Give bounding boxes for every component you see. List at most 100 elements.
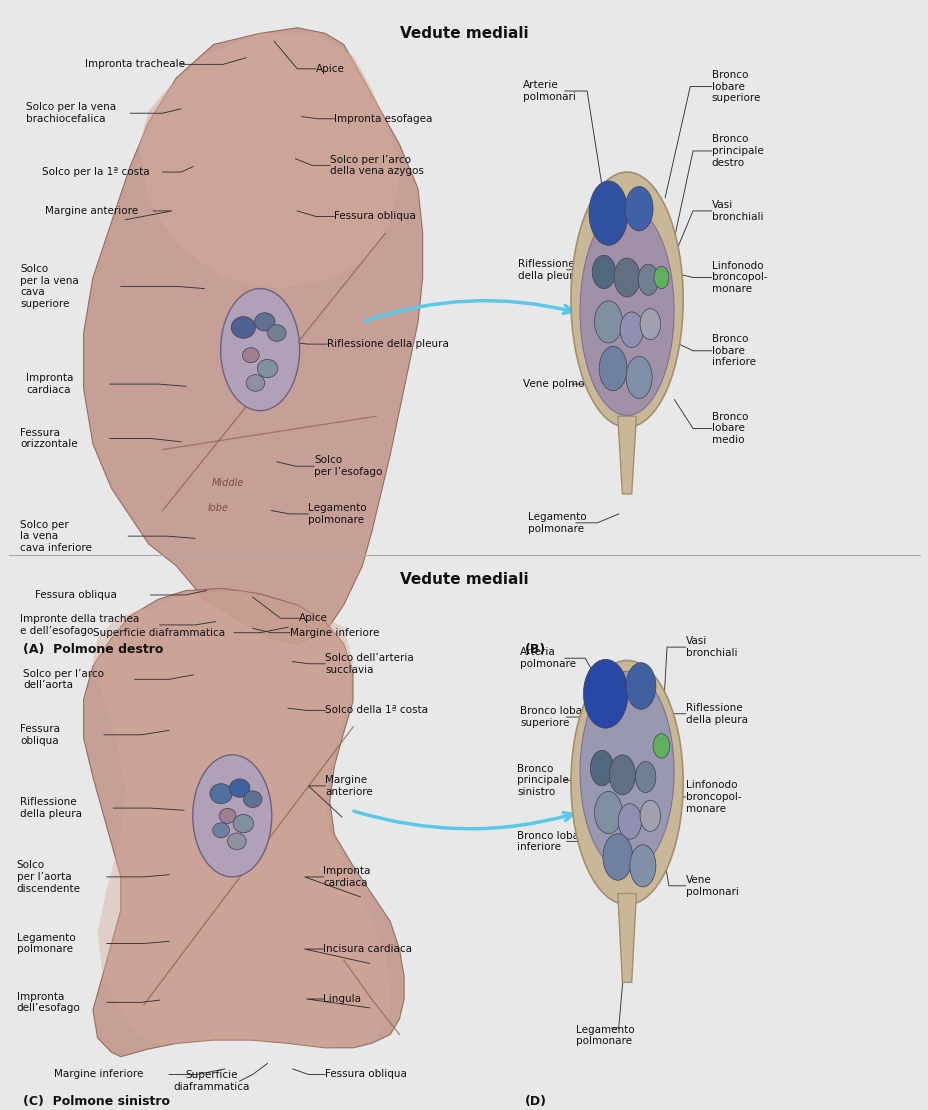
Ellipse shape — [638, 264, 658, 295]
Ellipse shape — [213, 823, 229, 838]
Text: Incisura cardiaca: Incisura cardiaca — [323, 944, 412, 955]
Text: Margine
anteriore: Margine anteriore — [325, 775, 372, 797]
Text: Riflessione
della pleura: Riflessione della pleura — [20, 797, 83, 819]
Polygon shape — [93, 591, 390, 1048]
Ellipse shape — [653, 266, 668, 289]
Text: Solco
per la vena
cava
superiore: Solco per la vena cava superiore — [20, 264, 79, 309]
Ellipse shape — [625, 186, 652, 231]
Text: Bronco lobare
superiore: Bronco lobare superiore — [520, 706, 592, 728]
Text: Apice: Apice — [299, 613, 328, 624]
Ellipse shape — [592, 255, 614, 289]
Ellipse shape — [227, 832, 246, 850]
Text: Solco
per l’aorta
discendente: Solco per l’aorta discendente — [17, 860, 81, 894]
Ellipse shape — [635, 761, 655, 793]
Polygon shape — [139, 33, 399, 289]
Ellipse shape — [192, 755, 271, 877]
Ellipse shape — [579, 672, 674, 871]
Text: Vene
polmonari: Vene polmonari — [685, 875, 738, 897]
Text: Bronco
lobare
inferiore: Bronco lobare inferiore — [711, 334, 754, 367]
Ellipse shape — [233, 815, 253, 832]
Text: Impronte della trachea
e dell’esofago: Impronte della trachea e dell’esofago — [20, 614, 139, 636]
Text: Impronta
cardiaca: Impronta cardiaca — [26, 373, 73, 395]
Text: Impronta
cardiaca: Impronta cardiaca — [323, 866, 370, 888]
Text: Vasi
bronchiali: Vasi bronchiali — [685, 636, 736, 658]
Text: Lingula: Lingula — [323, 993, 361, 1005]
Text: Legamento
polmonare: Legamento polmonare — [308, 503, 367, 525]
Text: Solco per la 1ª costa: Solco per la 1ª costa — [42, 166, 149, 178]
Text: Riflessione
della pleura: Riflessione della pleura — [518, 259, 580, 281]
Ellipse shape — [267, 324, 286, 342]
Ellipse shape — [229, 779, 250, 797]
Ellipse shape — [652, 734, 669, 758]
Text: Margine inferiore: Margine inferiore — [54, 1069, 143, 1080]
Ellipse shape — [257, 360, 277, 377]
Ellipse shape — [246, 374, 264, 392]
Text: Bronco
lobare
superiore: Bronco lobare superiore — [711, 70, 760, 103]
Text: Bronco
principale
destro: Bronco principale destro — [711, 134, 763, 168]
Text: Vedute mediali: Vedute mediali — [400, 26, 528, 41]
Text: Arteria
polmonare: Arteria polmonare — [520, 647, 575, 669]
Text: Solco
per l’esofago: Solco per l’esofago — [314, 455, 382, 477]
Text: Impronta
dell’esofago: Impronta dell’esofago — [17, 991, 81, 1013]
Text: Solco della 1ª costa: Solco della 1ª costa — [325, 705, 428, 716]
Ellipse shape — [629, 845, 655, 887]
Text: Solco dell’arteria
succlavia: Solco dell’arteria succlavia — [325, 653, 414, 675]
Text: Vene polmonari: Vene polmonari — [522, 379, 604, 390]
Text: Fessura obliqua: Fessura obliqua — [35, 589, 117, 601]
Polygon shape — [84, 588, 404, 1057]
Text: Vedute mediali: Vedute mediali — [400, 572, 528, 587]
Text: Impronta tracheale: Impronta tracheale — [85, 59, 186, 70]
Text: Margine anteriore: Margine anteriore — [45, 205, 137, 216]
Text: Legamento
polmonare: Legamento polmonare — [527, 512, 586, 534]
Ellipse shape — [594, 791, 622, 834]
Text: Fessura obliqua: Fessura obliqua — [334, 211, 416, 222]
Ellipse shape — [254, 313, 275, 331]
Text: Vasi
bronchiali: Vasi bronchiali — [711, 200, 762, 222]
Ellipse shape — [219, 808, 236, 824]
Text: Solco per
la vena
cava inferiore: Solco per la vena cava inferiore — [20, 519, 92, 553]
Polygon shape — [617, 416, 636, 494]
Ellipse shape — [609, 755, 635, 795]
Ellipse shape — [639, 309, 660, 340]
Text: Superficie diaframmatica: Superficie diaframmatica — [93, 627, 225, 638]
Text: Middle: Middle — [212, 477, 243, 488]
Ellipse shape — [620, 312, 642, 347]
Text: Linfonodo
broncopol-
monare: Linfonodo broncopol- monare — [711, 261, 767, 294]
Text: Fessura obliqua: Fessura obliqua — [325, 1069, 406, 1080]
Ellipse shape — [210, 784, 232, 804]
Text: Apice: Apice — [316, 63, 344, 74]
Text: Solco per l’arco
dell’aorta: Solco per l’arco dell’aorta — [23, 668, 104, 690]
Text: Margine inferiore: Margine inferiore — [290, 627, 379, 638]
Ellipse shape — [613, 259, 639, 297]
Ellipse shape — [588, 181, 627, 245]
Ellipse shape — [571, 660, 682, 905]
Ellipse shape — [625, 356, 651, 398]
Ellipse shape — [221, 289, 300, 411]
Text: Riflessione della pleura: Riflessione della pleura — [327, 339, 448, 350]
Ellipse shape — [579, 206, 674, 415]
Text: Bronco lobare
inferiore: Bronco lobare inferiore — [517, 830, 589, 852]
Text: Legamento
polmonare: Legamento polmonare — [17, 932, 75, 955]
Text: Legamento
polmonare: Legamento polmonare — [575, 1025, 634, 1047]
Text: Fessura
obliqua: Fessura obliqua — [20, 724, 60, 746]
Text: (C)  Polmone sinistro: (C) Polmone sinistro — [23, 1094, 170, 1108]
Text: Arterie
polmonari: Arterie polmonari — [522, 80, 575, 102]
Text: Impronta esofagea: Impronta esofagea — [334, 113, 432, 124]
Ellipse shape — [618, 804, 640, 839]
Ellipse shape — [599, 346, 626, 391]
Text: Linfonodo
broncopol-
monare: Linfonodo broncopol- monare — [685, 780, 741, 814]
Text: Riflessione
della pleura: Riflessione della pleura — [685, 703, 747, 725]
Text: lobe: lobe — [208, 503, 228, 514]
Text: Bronco
lobare
medio: Bronco lobare medio — [711, 412, 747, 445]
Ellipse shape — [583, 659, 627, 728]
Ellipse shape — [571, 172, 682, 427]
Ellipse shape — [242, 347, 259, 363]
Ellipse shape — [594, 301, 622, 343]
Text: Superficie
diaframmatica: Superficie diaframmatica — [174, 1070, 250, 1092]
Text: Solco per l’arco
della vena azygos: Solco per l’arco della vena azygos — [329, 154, 423, 176]
Ellipse shape — [625, 663, 655, 709]
Text: (B): (B) — [524, 643, 546, 656]
Text: Bronco
principale
sinistro: Bronco principale sinistro — [517, 764, 569, 797]
Text: (A)  Polmone destro: (A) Polmone destro — [23, 643, 163, 656]
Text: Solco per la vena
brachiocefalica: Solco per la vena brachiocefalica — [26, 102, 116, 124]
